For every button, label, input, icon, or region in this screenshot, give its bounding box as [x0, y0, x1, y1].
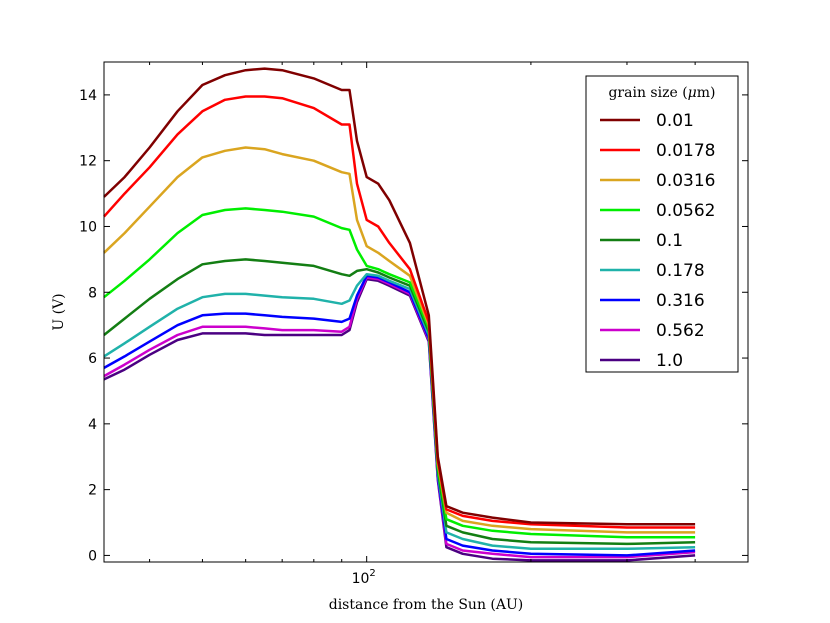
legend-label-6: 0.316 — [656, 291, 705, 311]
series-line-3 — [103, 207, 696, 539]
series-line-5 — [103, 272, 696, 551]
series-layer — [103, 67, 696, 562]
legend-label-5: 0.178 — [656, 261, 705, 281]
x-axis-label: distance from the Sun (AU) — [329, 597, 524, 613]
legend-label-3: 0.0562 — [656, 201, 715, 221]
y-tick-label: 2 — [88, 483, 97, 499]
legend-label-7: 0.562 — [656, 321, 705, 341]
legend-frame — [585, 75, 739, 373]
legend-title-suffix: m) — [697, 85, 716, 101]
tick-layer: 0 2 4 6 8 10 12 14 102 — [79, 62, 748, 587]
y-tick-label: 10 — [79, 219, 97, 235]
legend-label-2: 0.0316 — [656, 171, 715, 191]
y-tick-label: 12 — [79, 154, 97, 170]
legend-title-prefix: grain size ( — [608, 85, 687, 101]
plot-frame — [103, 61, 749, 563]
series-line-1 — [103, 95, 696, 529]
series-line-2 — [103, 146, 696, 534]
y-tick-label: 14 — [79, 88, 97, 104]
legend-title: grain size (μm) — [608, 85, 715, 101]
y-tick-label: 8 — [88, 285, 97, 301]
legend-label-0: 0.01 — [656, 111, 694, 131]
legend-label-1: 0.0178 — [656, 141, 715, 161]
series-line-0 — [103, 67, 696, 526]
series-line-6 — [103, 274, 696, 557]
legend: grain size (μm) 0.010.01780.03160.05620.… — [585, 75, 739, 373]
legend-title-mu: μ — [688, 85, 697, 101]
legend-label-8: 1.0 — [656, 351, 683, 371]
series-line-4 — [103, 258, 696, 546]
legend-label-4: 0.1 — [656, 231, 683, 251]
y-tick-label: 6 — [88, 351, 97, 367]
y-axis-label: U (V) — [51, 293, 67, 330]
y-tick-label: 0 — [88, 548, 97, 564]
y-tick-label: 4 — [88, 417, 97, 433]
x-tick-label: 102 — [352, 568, 376, 587]
legend-entries: 0.01 0.0178 0.0316 0.0562 0.1 0.178 0.316 0.562… — [600, 111, 715, 371]
